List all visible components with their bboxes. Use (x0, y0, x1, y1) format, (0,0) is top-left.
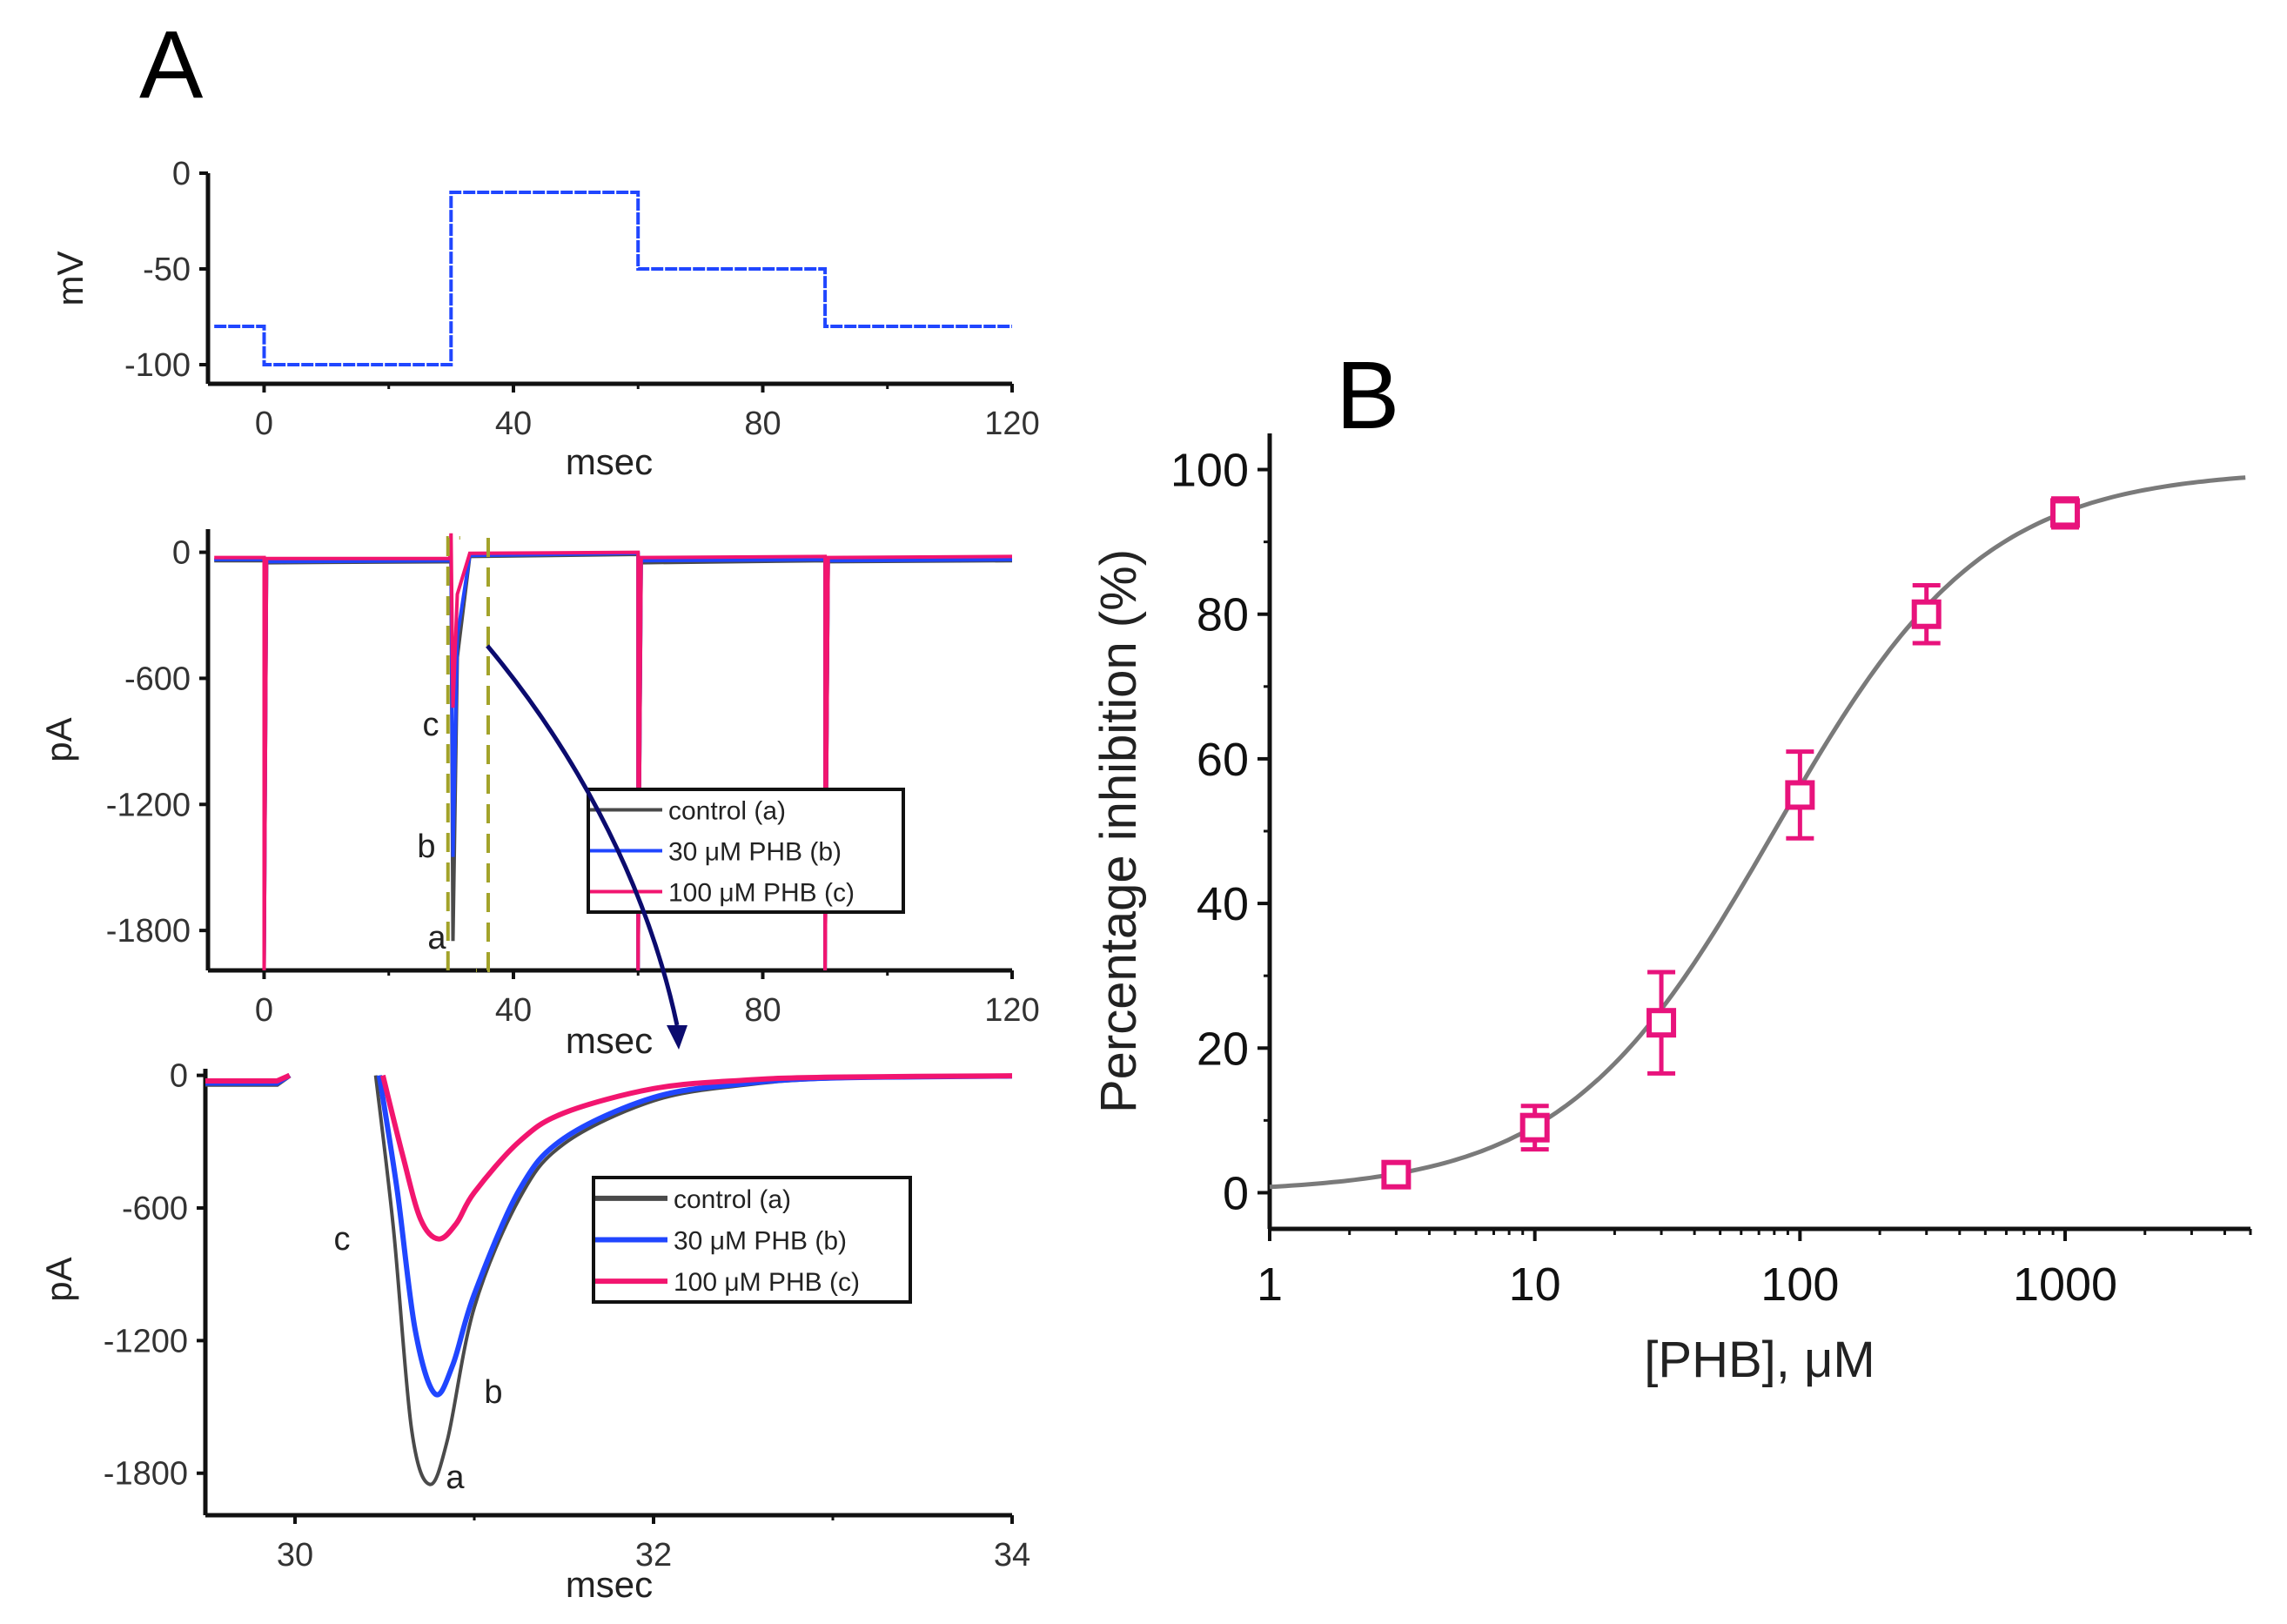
legend-label: 100 μM PHB (c) (674, 1268, 860, 1297)
y-tick-label: 40 (1197, 878, 1249, 930)
legend-label: control (a) (674, 1185, 791, 1214)
voltage-protocol-chart: 0 40 80 120 0 -50 -100 mV msec (50, 156, 1040, 482)
y-tick-label: -600 (124, 661, 191, 697)
x-tick-label: 30 (277, 1537, 313, 1574)
y-tick-label: -1800 (106, 913, 191, 950)
x-tick-label: 120 (984, 406, 1039, 442)
pre-step-trace-phb100 (205, 1072, 292, 1084)
x-tick-label: 1000 (2013, 1258, 2117, 1311)
y-tick-label: 0 (172, 156, 191, 192)
x-axis-label: msec (566, 1020, 653, 1061)
y-axis-label: Percentage inhibition (%) (1090, 549, 1147, 1113)
zoom-window-box (446, 536, 490, 972)
panel-a-label: A (139, 11, 204, 118)
x-tick-label: 80 (744, 406, 781, 442)
x-tick-label: 34 (994, 1537, 1030, 1574)
y-axis-label: mV (50, 252, 91, 306)
current-trace-chart: 0 40 80 120 0 -600 -1200 -1800 c b a control (a) 30 … (38, 529, 1040, 1061)
legend-label: 30 μM PHB (b) (674, 1227, 847, 1256)
zoom-trace-phb100 (380, 1073, 1013, 1242)
x-tick-label: 40 (495, 406, 532, 442)
y-tick-label: 100 (1170, 445, 1249, 497)
voltage-trace (214, 191, 1012, 366)
x-tick-label: 100 (1761, 1258, 1839, 1311)
panel-b-label: B (1336, 342, 1399, 449)
current-trace-phb100 (214, 533, 1013, 971)
y-tick-label: 60 (1197, 734, 1249, 786)
x-tick-label: 32 (635, 1537, 672, 1574)
trace-label: c (423, 707, 439, 743)
legend-label: 30 μM PHB (b) (668, 838, 842, 867)
y-axis-label: pA (38, 1257, 79, 1301)
current-zoom-chart: 30 32 34 0 -600 -1200 -1800 c b a control (a) 30 μM… (38, 1058, 1030, 1605)
y-tick-label: -600 (122, 1191, 188, 1227)
trace-label: a (446, 1460, 465, 1496)
y-tick-label: -100 (124, 347, 191, 384)
x-axis-label: [PHB], μM (1644, 1332, 1875, 1388)
y-tick-label: -50 (143, 252, 191, 288)
data-point (1519, 1112, 1550, 1143)
y-tick-label: -1200 (106, 787, 191, 823)
x-tick-label: 0 (255, 992, 273, 1029)
trace-label: b (417, 829, 435, 865)
data-point (2050, 498, 2081, 528)
data-point (1911, 599, 1942, 629)
x-axis-label: msec (566, 441, 653, 482)
y-axis-label: pA (38, 717, 79, 762)
zoom-arrow (486, 644, 680, 1026)
data-point (1785, 780, 1815, 810)
legend-label: 100 μM PHB (c) (668, 879, 855, 908)
trace-label: c (334, 1221, 351, 1258)
y-tick-label: 0 (1223, 1167, 1249, 1219)
x-tick-label: 1 (1257, 1258, 1283, 1311)
arrow-head-icon (667, 1025, 687, 1050)
y-tick-label: 0 (172, 535, 191, 572)
x-axis-label: msec (566, 1564, 653, 1605)
x-tick-label: 120 (984, 992, 1039, 1029)
y-tick-label: 80 (1197, 589, 1249, 641)
legend-label: control (a) (668, 797, 786, 826)
x-tick-label: 0 (255, 406, 273, 442)
x-tick-label: 10 (1509, 1258, 1561, 1311)
x-tick-label: 80 (744, 992, 781, 1029)
hill-fit-curve (1269, 475, 2246, 1190)
y-tick-label: -1800 (104, 1456, 188, 1493)
y-tick-label: -1200 (104, 1323, 188, 1359)
y-tick-label: 0 (170, 1058, 188, 1095)
trace-label: b (484, 1374, 502, 1411)
data-point (1647, 1008, 1677, 1038)
y-tick-label: 20 (1197, 1023, 1249, 1075)
data-point (1381, 1159, 1412, 1190)
x-tick-label: 40 (495, 992, 532, 1029)
dose-response-chart: 1 10 100 1000 0 20 40 60 80 100 Percentage inhibit… (1090, 433, 2252, 1388)
trace-label: a (427, 920, 446, 956)
